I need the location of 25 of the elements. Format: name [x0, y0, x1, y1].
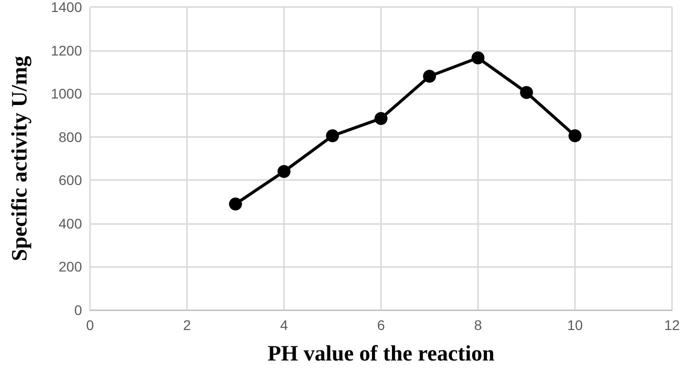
point — [229, 197, 242, 210]
x-tick-label: 10 — [567, 317, 583, 333]
x-tick-label: 0 — [86, 317, 94, 333]
y-tick-label: 400 — [58, 215, 82, 232]
point — [520, 86, 533, 99]
y-tick-label: 1400 — [50, 0, 82, 15]
point — [374, 112, 388, 125]
y-tick-label: 1000 — [50, 86, 82, 102]
y-tick-label: 0 — [74, 302, 82, 318]
x-tick-label: 8 — [474, 317, 482, 333]
y-tick-label: 200 — [58, 258, 82, 275]
point — [326, 129, 339, 142]
point — [423, 70, 436, 83]
x-axis-title: PH value of the reaction — [268, 340, 494, 366]
y-tick-label: 800 — [58, 128, 82, 145]
y-axis-title: Specific activity U/mg — [6, 56, 32, 262]
y-tick-label: 1200 — [50, 42, 82, 58]
point — [472, 51, 484, 64]
y-tick-label: 600 — [58, 172, 82, 188]
x-tick-label: 2 — [183, 317, 192, 333]
x-tick-label: 12 — [664, 317, 680, 333]
point — [568, 129, 582, 142]
x-tick-label: 4 — [280, 317, 288, 333]
x-tick-label: 6 — [377, 317, 386, 333]
point — [278, 164, 290, 178]
